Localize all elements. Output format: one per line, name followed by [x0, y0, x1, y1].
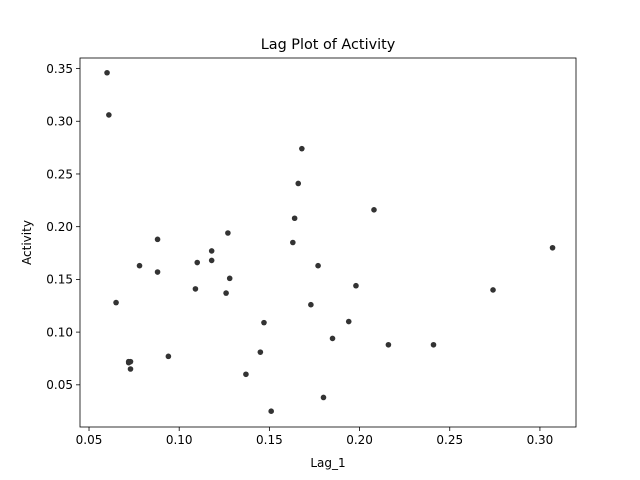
data-point-19	[257, 349, 264, 355]
x-tick-label: 0.10	[166, 433, 193, 447]
x-axis-label: Lag_1	[310, 456, 345, 470]
data-point-31	[353, 282, 359, 289]
y-tick-label: 0.05	[46, 378, 73, 392]
data-point-21	[268, 408, 274, 414]
x-tick-label: 0.20	[346, 433, 373, 447]
data-point-12	[194, 259, 201, 266]
data-point-8	[154, 236, 161, 243]
data-point-26	[308, 301, 314, 308]
data-points	[104, 69, 556, 414]
y-tick-label: 0.10	[46, 325, 73, 339]
data-point-32	[371, 207, 377, 213]
x-axis-ticks: 0.05 0.10 0.15 0.20 0.25 0.30	[76, 427, 554, 447]
data-point-16	[225, 230, 231, 236]
data-point-22	[290, 239, 296, 246]
y-tick-label: 0.15	[46, 273, 73, 287]
y-axis-ticks: 0.05 0.10 0.15 0.20 0.25 0.30 0.35	[46, 62, 80, 392]
data-point-11	[192, 286, 199, 292]
data-point-1	[106, 112, 112, 118]
data-point-17	[226, 275, 233, 282]
data-point-9	[154, 269, 161, 275]
y-tick-label: 0.25	[46, 167, 73, 181]
chart-title: Lag Plot of Activity	[261, 37, 396, 53]
data-point-34	[430, 341, 437, 348]
data-point-6	[127, 366, 134, 372]
data-point-28	[320, 394, 327, 401]
data-point-24	[295, 180, 302, 187]
data-point-7	[136, 262, 143, 269]
data-point-27	[315, 262, 321, 269]
x-tick-label: 0.05	[76, 433, 103, 447]
data-point-5	[127, 358, 134, 365]
data-point-35	[490, 287, 496, 293]
data-point-13	[208, 248, 215, 254]
data-point-0	[104, 69, 110, 76]
data-point-20	[261, 319, 267, 326]
y-tick-label: 0.30	[46, 115, 73, 129]
plot-frame	[79, 57, 577, 428]
data-point-14	[208, 257, 215, 264]
data-point-15	[223, 290, 229, 296]
data-point-36	[549, 244, 556, 251]
data-point-18	[243, 371, 249, 378]
data-point-23	[291, 215, 298, 222]
data-point-33	[385, 341, 392, 348]
data-point-25	[299, 145, 305, 152]
y-tick-label: 0.20	[46, 220, 73, 234]
data-point-30	[345, 318, 352, 325]
y-tick-label: 0.35	[46, 62, 73, 76]
data-point-10	[165, 353, 172, 360]
x-tick-label: 0.15	[256, 433, 283, 447]
x-tick-label: 0.25	[436, 433, 463, 447]
data-point-2	[113, 299, 119, 306]
y-axis-label: Activity	[20, 220, 34, 265]
plot-area-background	[80, 58, 576, 427]
x-tick-label: 0.30	[527, 433, 554, 447]
data-point-29	[329, 335, 336, 342]
